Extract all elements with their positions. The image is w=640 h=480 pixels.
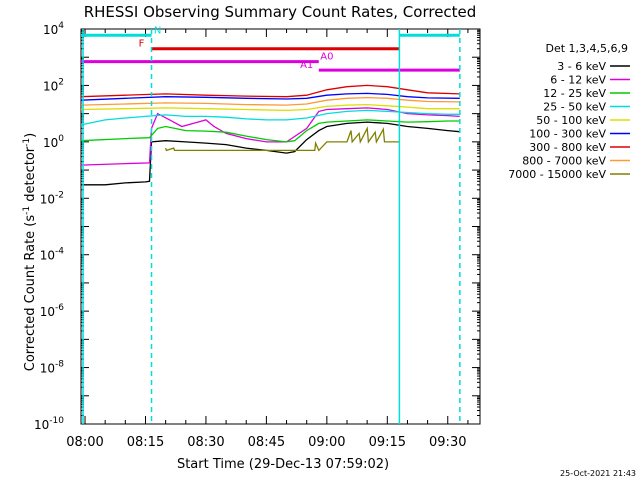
legend-label: 300 - 800 keV — [529, 141, 606, 154]
y-tick-label: 104 — [43, 21, 64, 37]
y-tick-label-base: 10 — [43, 79, 58, 93]
x-axis-label: Start Time (29-Dec-13 07:59:02) — [177, 457, 389, 472]
y-tick-label-base: 10 — [40, 362, 55, 376]
y-axis-label-end: ) — [23, 133, 38, 138]
y-tick-label-exponent: 4 — [58, 21, 64, 31]
y-tick-label-exponent: -4 — [55, 247, 64, 257]
x-tick-label: 09:30 — [429, 435, 466, 450]
y-axis-label-sup1: -1 — [22, 206, 32, 215]
plot-frame — [80, 28, 481, 425]
y-tick-label-exponent: 2 — [58, 77, 64, 87]
series-line-7 — [80, 96, 460, 106]
x-tick-label: 08:00 — [66, 435, 103, 450]
x-tick-label: 09:00 — [308, 435, 345, 450]
series-line-2 — [80, 119, 460, 143]
series-line-6 — [80, 84, 460, 98]
flag-label-n: N — [154, 25, 161, 36]
y-tick-label: 100 — [43, 134, 64, 150]
series-line-3 — [80, 109, 460, 126]
legend-label: 3 - 6 keV — [557, 60, 606, 73]
legend-label: 7000 - 15000 keV — [508, 168, 606, 181]
legend-label: 6 - 12 keV — [550, 74, 606, 87]
y-axis-label-sup2: -1 — [22, 138, 32, 147]
series-lines — [80, 84, 460, 186]
y-tick-label: 10-4 — [40, 247, 65, 263]
y-tick-label-exponent: -2 — [55, 190, 64, 200]
y-tick-label: 10-10 — [34, 416, 64, 432]
y-tick-label-base: 10 — [43, 23, 58, 37]
y-tick-label-base: 10 — [40, 192, 55, 206]
series-line-4 — [80, 103, 460, 112]
legend-label: 100 - 300 keV — [529, 128, 606, 141]
flag-bars: NF A0 A1 — [81, 25, 460, 72]
series-line-8 — [164, 126, 400, 152]
y-tick-label-exponent: -8 — [55, 360, 64, 370]
x-tick-label: 09:15 — [369, 435, 406, 450]
x-tick-label: 08:30 — [187, 435, 224, 450]
legend-label: 800 - 7000 keV — [522, 155, 606, 168]
legend-label: 50 - 100 keV — [536, 114, 606, 127]
y-tick-label-exponent: -6 — [55, 303, 64, 313]
y-tick-label: 10-8 — [40, 360, 65, 376]
chart-title: RHESSI Observing Summary Count Rates, Co… — [84, 3, 477, 21]
y-tick-label-base: 10 — [40, 249, 55, 263]
y-tick-label: 102 — [43, 77, 64, 93]
y-tick-label-base: 10 — [43, 136, 58, 150]
x-tick-label: 08:45 — [248, 435, 285, 450]
y-tick-label-base: 10 — [40, 305, 55, 319]
y-axis-label-mid: detector — [23, 146, 38, 206]
y-tick-label: 10-2 — [40, 190, 64, 206]
y-tick-label-base: 10 — [34, 418, 49, 432]
y-axis-label-main: Corrected Count Rate (s — [23, 215, 38, 372]
generation-timestamp: 25-Oct-2021 21:43 — [560, 469, 636, 478]
vertical-markers — [82, 29, 461, 424]
legend-title: Det 1,3,4,5,6,9 — [545, 42, 628, 55]
flag-label-a0: A0 — [320, 52, 333, 63]
legend-label: 25 - 50 keV — [543, 101, 606, 114]
series-line-0 — [81, 121, 460, 186]
y-tick-label-exponent: -10 — [49, 416, 64, 426]
x-tick-label: 08:15 — [127, 435, 164, 450]
series-line-5 — [80, 92, 460, 101]
legend-label: 12 - 25 keV — [543, 87, 606, 100]
y-axis-label: Corrected Count Rate (s-1 detector-1) — [22, 133, 38, 371]
flag-label-a1: A1 — [300, 60, 313, 71]
y-tick-label: 10-6 — [40, 303, 65, 319]
y-tick-label-exponent: 0 — [58, 134, 64, 144]
flag-label-f: F — [139, 39, 145, 50]
